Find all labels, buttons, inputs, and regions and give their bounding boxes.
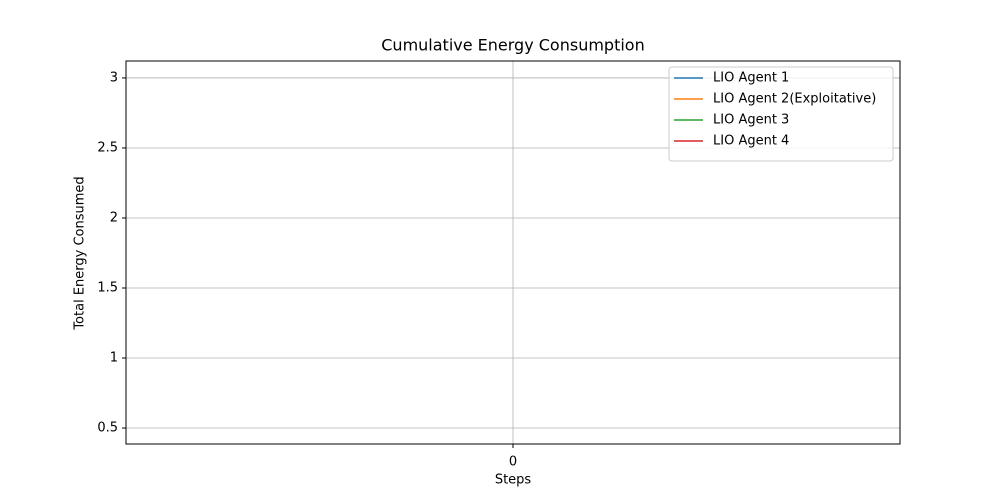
y-tick-label: 2.5 (97, 140, 118, 155)
legend-label: LIO Agent 2(Exploitative) (713, 92, 876, 107)
y-tick-label: 2 (110, 210, 118, 225)
legend-label: LIO Agent 3 (713, 113, 789, 128)
x-tick-label: 0 (509, 455, 517, 470)
legend-box (668, 66, 894, 162)
y-tick-label: 0.5 (97, 421, 118, 436)
y-tick-label: 1.5 (97, 280, 118, 295)
chart-title: Cumulative Energy Consumption (381, 36, 644, 55)
y-tick-label: 1 (110, 351, 118, 366)
x-axis-label: Steps (495, 473, 532, 488)
y-axis-label: Total Energy Consumed (73, 176, 88, 330)
plot-frame (125, 60, 901, 445)
legend-label: LIO Agent 4 (713, 134, 789, 149)
legend-label: LIO Agent 1 (713, 71, 789, 86)
y-tick-label: 3 (110, 70, 118, 85)
